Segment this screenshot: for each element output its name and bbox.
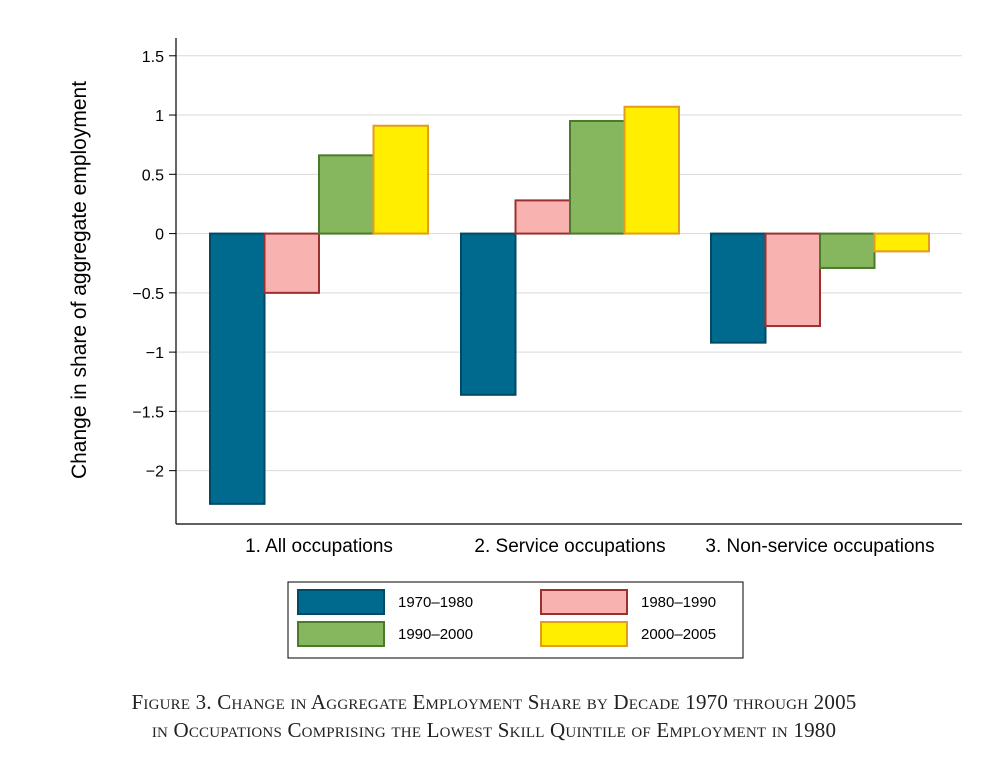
- bar: [873, 232, 930, 253]
- axes: [175, 38, 962, 525]
- bars: [209, 105, 930, 505]
- y-tick-label: −2: [146, 464, 164, 481]
- legend-swatch: [297, 621, 385, 647]
- bar: [460, 232, 517, 396]
- legend-swatch: [297, 589, 385, 615]
- bar: [514, 199, 571, 235]
- bar: [569, 119, 626, 235]
- y-tick-label: 1.5: [142, 49, 164, 66]
- y-axis-label: Change in share of aggregate employment: [68, 81, 91, 479]
- y-tick-label: −0.5: [132, 286, 164, 303]
- bar: [623, 105, 680, 235]
- y-tick-label: 0: [155, 227, 164, 244]
- bar-chart: 1.5 1 0.5 0 −0.5 −1 −1.5 −2 1. All occupations 2…: [68, 38, 962, 659]
- bar: [764, 232, 821, 328]
- category-label: 2. Service occupations: [474, 536, 665, 557]
- bar: [819, 232, 876, 269]
- bar: [263, 232, 320, 294]
- y-tick-label: 1: [155, 108, 164, 125]
- y-axis-ticks: 1.5 1 0.5 0 −0.5 −1 −1.5 −2: [132, 49, 176, 481]
- bar: [372, 124, 429, 235]
- category-label: 3. Non-service occupations: [705, 536, 934, 557]
- y-tick-label: −1.5: [132, 404, 164, 421]
- legend-swatch: [540, 589, 628, 615]
- bar: [710, 232, 767, 344]
- bar: [209, 232, 266, 505]
- category-label: 1. All occupations: [245, 536, 393, 557]
- bar: [318, 154, 375, 235]
- y-tick-label: 0.5: [142, 167, 164, 184]
- legend: 1970–1980 1980–1990 1990–2000 2000–2005: [287, 581, 744, 659]
- legend-label: 1970–1980: [398, 594, 473, 611]
- y-tick-label: −1: [146, 345, 164, 362]
- legend-label: 1990–2000: [398, 626, 473, 643]
- legend-swatch: [540, 621, 628, 647]
- figure-caption-line-2: in Occupations Comprising the Lowest Ski…: [151, 718, 837, 742]
- legend-label: 1980–1990: [641, 594, 716, 611]
- category-labels: 1. All occupations 2. Service occupations…: [245, 536, 935, 557]
- figure-caption-line-1: Figure 3. Change in Aggregate Employment…: [131, 690, 857, 714]
- legend-label: 2000–2005: [641, 626, 716, 643]
